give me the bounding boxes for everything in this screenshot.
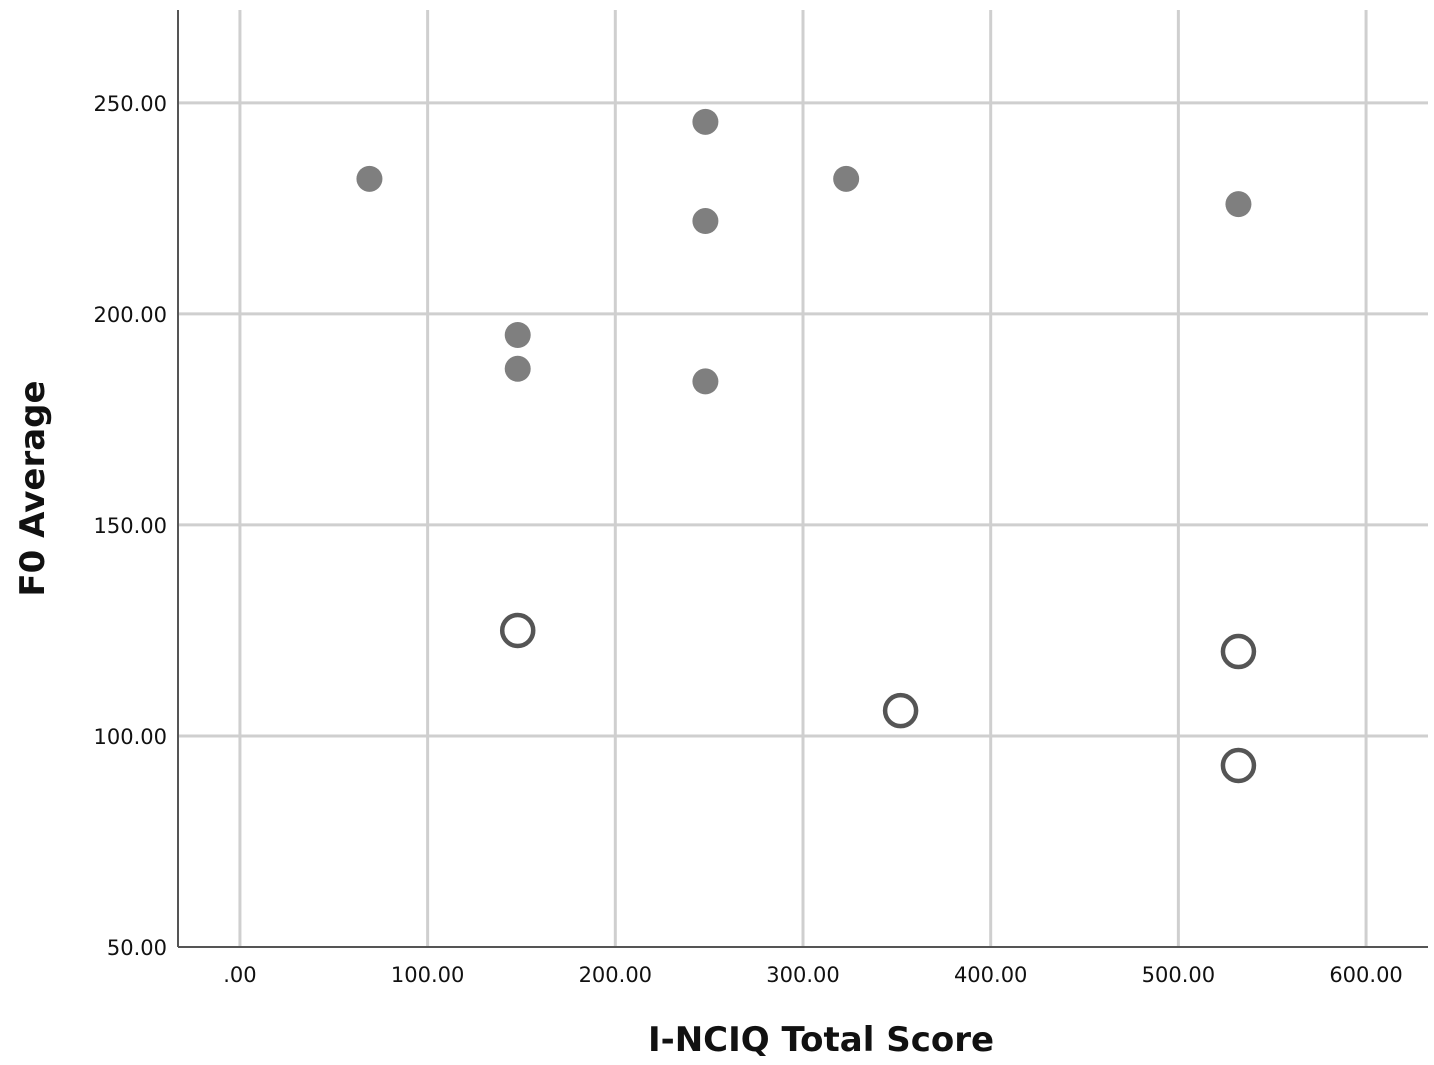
filled-data-point (692, 368, 719, 395)
x-axis-title: I-NCIQ Total Score (648, 1020, 994, 1060)
y-axis-title: F0 Average (13, 380, 53, 596)
y-gridlines (178, 101, 1428, 738)
x-tick-label: .00 (223, 963, 256, 987)
x-tick-label: 600.00 (1329, 963, 1402, 987)
filled-data-point (692, 208, 719, 235)
filled-data-point (356, 165, 383, 192)
y-tick-label: 50.00 (107, 936, 167, 960)
x-tick-label: 400.00 (954, 963, 1027, 987)
filled-data-point (833, 165, 860, 192)
y-tick-label: 100.00 (94, 725, 167, 749)
y-tick-label: 150.00 (94, 514, 167, 538)
x-tick-label: 200.00 (579, 963, 652, 987)
y-tick-label: 200.00 (94, 303, 167, 327)
filled-data-point (692, 108, 719, 135)
x-tick-label: 300.00 (766, 963, 839, 987)
filled-data-point (504, 355, 531, 382)
x-tick-label: 500.00 (1142, 963, 1215, 987)
open-data-point (882, 692, 919, 729)
open-data-point (499, 612, 536, 649)
filled-data-point (1225, 191, 1252, 218)
data-points (356, 108, 1257, 784)
open-data-point (1220, 633, 1257, 670)
axes (177, 10, 1428, 948)
open-data-point (1220, 747, 1257, 784)
x-tick-label: 100.00 (391, 963, 464, 987)
y-tick-labels: 50.00 100.00 150.00 200.00 250.00 (94, 92, 167, 960)
x-gridlines (238, 10, 1368, 947)
x-tick-labels: .00 100.00 200.00 300.00 400.00 500.00 600.00 (223, 963, 1403, 987)
y-tick-label: 250.00 (94, 92, 167, 116)
filled-data-point (504, 321, 531, 348)
